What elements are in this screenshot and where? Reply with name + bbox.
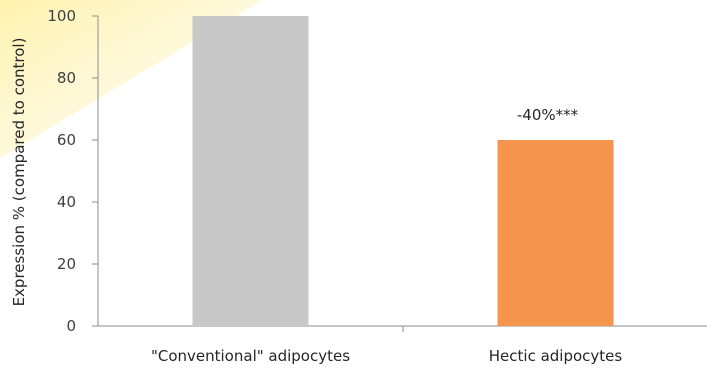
bar-2: [497, 140, 614, 326]
y-tick-label: 60: [57, 131, 76, 149]
y-tick-label: 100: [47, 7, 76, 25]
y-tick-label: 40: [57, 193, 76, 211]
bar-data-label: -40%***: [517, 106, 579, 124]
y-tick-label: 20: [57, 255, 76, 273]
y-axis-title: Expression % (compared to control): [10, 38, 28, 307]
y-tick-label: 80: [57, 69, 76, 87]
x-category-label: "Conventional" adipocytes: [151, 347, 350, 365]
y-tick-label: 0: [66, 317, 76, 335]
bar-1: [192, 16, 309, 326]
x-category-label: Hectic adipocytes: [489, 347, 623, 365]
